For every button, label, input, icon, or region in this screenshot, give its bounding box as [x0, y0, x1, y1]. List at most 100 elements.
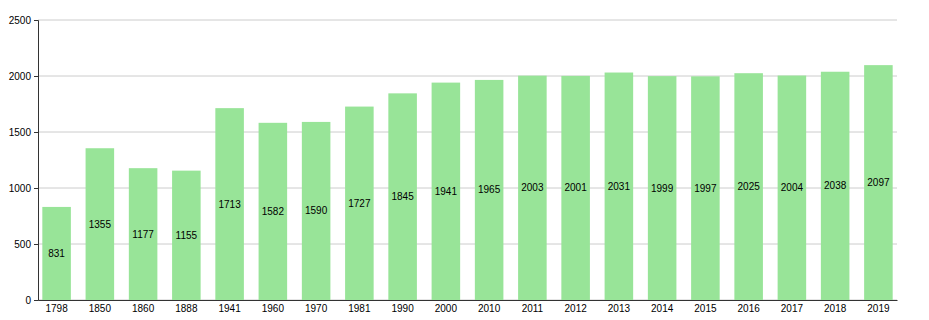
data-label: 2003: [521, 182, 544, 193]
data-label: 1965: [478, 184, 501, 195]
x-tick-label: 2012: [565, 303, 588, 314]
x-tick-label: 2013: [608, 303, 631, 314]
bar: [259, 123, 288, 300]
x-tick: 1850: [89, 303, 112, 314]
bar: [734, 73, 763, 300]
y-tick: 0: [25, 295, 38, 306]
data-label: 1999: [651, 183, 674, 194]
x-tick-label: 2011: [522, 303, 544, 314]
bar: [345, 107, 374, 300]
y-tick-label: 1000: [9, 183, 32, 194]
y-tick: 500: [14, 239, 38, 250]
data-label: 1582: [262, 206, 285, 217]
bar: [821, 72, 850, 300]
x-tick-label: 2016: [738, 303, 761, 314]
bars: [42, 65, 892, 300]
y-tick: 1000: [9, 183, 38, 194]
bar: [302, 122, 331, 300]
x-tick-label: 2014: [651, 303, 674, 314]
x-tick: 2017: [781, 303, 804, 314]
y-axis: 0 500 1000 1500 2000 2500: [9, 15, 39, 306]
chart: 0 500 1000 1500 2000 2500 1798 1850 1860 1888 1941…: [0, 0, 929, 320]
x-tick: 1970: [305, 303, 328, 314]
grid-line: [38, 20, 897, 21]
y-tick-label: 2500: [9, 15, 32, 26]
bar: [778, 76, 807, 300]
data-label: 1941: [435, 186, 458, 197]
y-axis-line: [34, 21, 39, 301]
data-label: 1727: [348, 198, 371, 209]
y-tick-mark: [34, 76, 38, 77]
bar: [86, 148, 115, 300]
data-label: 831: [48, 248, 65, 259]
x-tick-label: 1941: [218, 303, 241, 314]
x-tick-label: 1888: [175, 303, 198, 314]
data-label: 2004: [781, 182, 804, 193]
x-tick-label: 1850: [89, 303, 112, 314]
data-label: 1590: [305, 205, 328, 216]
x-tick-label: 2015: [694, 303, 717, 314]
y-tick-mark: [34, 188, 38, 189]
x-tick-label: 1860: [132, 303, 155, 314]
bar: [388, 93, 417, 300]
grid-line: [38, 132, 897, 133]
x-tick-label: 1960: [262, 303, 285, 314]
bar: [129, 168, 158, 300]
x-tick-label: 1990: [391, 303, 414, 314]
y-tick-mark: [34, 20, 38, 21]
x-tick: 1960: [262, 303, 285, 314]
x-tick-label: 2017: [781, 303, 804, 314]
y-tick-mark: [34, 300, 38, 301]
y-tick-label: 500: [14, 239, 31, 250]
x-tick: 2011: [522, 303, 544, 314]
data-label: 2097: [867, 177, 890, 188]
x-tick: 1888: [175, 303, 198, 314]
grid: [38, 20, 897, 300]
x-tick: 2010: [478, 303, 501, 314]
bar: [518, 76, 547, 300]
y-tick: 2500: [9, 15, 38, 26]
bar: [864, 65, 893, 300]
bar: [475, 80, 504, 300]
x-tick: 1990: [391, 303, 414, 314]
bar: [648, 76, 677, 300]
x-tick-label: 1798: [45, 303, 68, 314]
grid-line: [38, 244, 897, 245]
data-label: 2038: [824, 180, 847, 191]
data-labels: 8311355117711551713158215901727184519411…: [48, 177, 890, 259]
x-tick-label: 2000: [435, 303, 458, 314]
data-label: 1713: [218, 199, 241, 210]
x-tick-label: 2018: [824, 303, 847, 314]
bar: [432, 83, 461, 300]
x-tick: 2015: [694, 303, 717, 314]
grid-line: [38, 188, 897, 189]
x-tick: 2016: [738, 303, 761, 314]
bar: [172, 171, 201, 300]
x-tick: 2013: [608, 303, 631, 314]
x-tick: 1981: [348, 303, 371, 314]
x-axis: 1798 1850 1860 1888 1941 1960 1970 1981 1990 2000…: [39, 301, 898, 315]
y-tick: 1500: [9, 127, 38, 138]
bar: [605, 73, 634, 300]
x-tick: 1941: [218, 303, 241, 314]
x-tick: 2018: [824, 303, 847, 314]
bar: [42, 207, 71, 300]
x-tick: 2019: [867, 303, 890, 314]
x-tick: 1860: [132, 303, 155, 314]
y-tick-label: 2000: [9, 71, 32, 82]
data-label: 1155: [176, 230, 198, 241]
data-label: 1997: [694, 183, 717, 194]
grid-line: [38, 300, 897, 301]
y-tick-label: 0: [25, 295, 31, 306]
data-label: 2001: [565, 182, 588, 193]
grid-line: [38, 76, 897, 77]
x-tick-label: 2010: [478, 303, 501, 314]
bar: [561, 76, 590, 300]
x-tick: 2012: [565, 303, 588, 314]
y-tick-mark: [34, 132, 38, 133]
y-tick-label: 1500: [9, 127, 32, 138]
y-tick: 2000: [9, 71, 38, 82]
data-label: 1355: [89, 219, 112, 230]
data-label: 2031: [608, 181, 631, 192]
x-tick-label: 1970: [305, 303, 328, 314]
